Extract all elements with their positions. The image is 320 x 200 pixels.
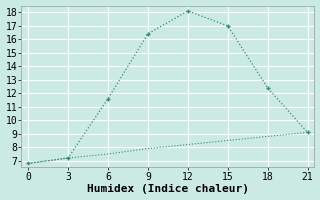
X-axis label: Humidex (Indice chaleur): Humidex (Indice chaleur) <box>87 184 249 194</box>
